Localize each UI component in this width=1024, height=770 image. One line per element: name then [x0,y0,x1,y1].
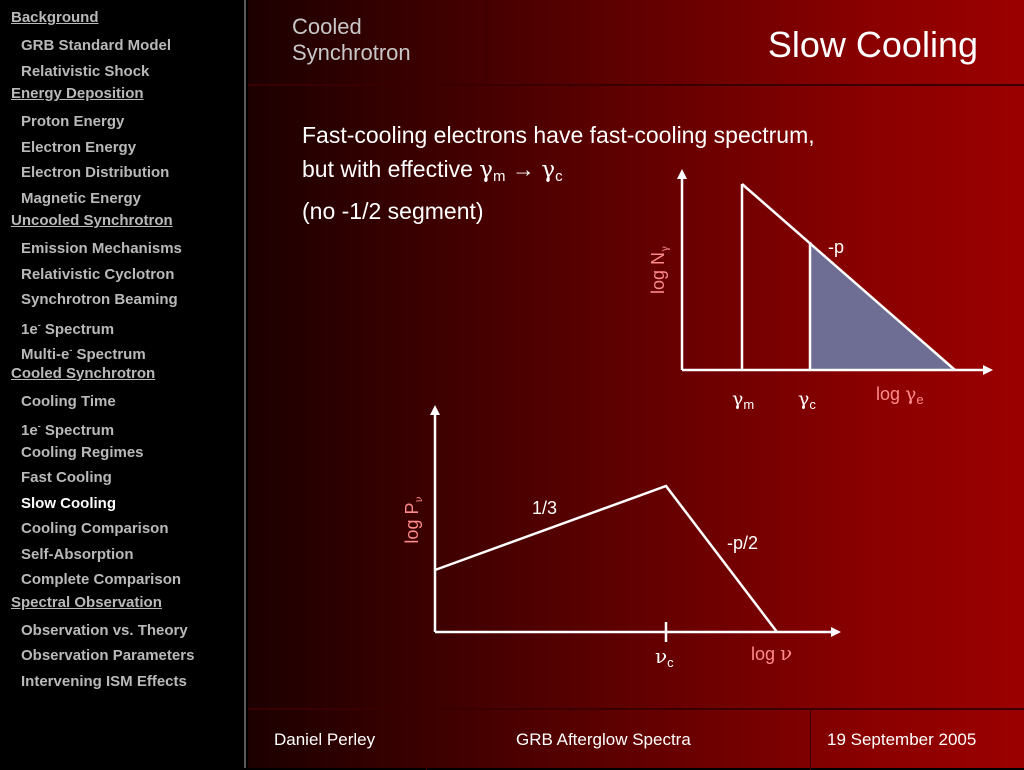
nav-item[interactable]: Multi-e- Spectrum [21,345,146,363]
nav-item[interactable]: 1e- Spectrum [21,319,115,338]
footer-divider [426,710,427,770]
body-text: Fast-cooling electrons have fast-cooling… [302,118,962,228]
power-spectrum-diagram: 1/3 -p/2 log Pν νc log ν [402,405,841,670]
nav-item[interactable]: Relativistic Cyclotron [21,265,175,283]
nav-item[interactable]: Complete Comparison [21,571,182,588]
nav-item[interactable]: Magnetic Energy [21,189,142,207]
nu-c-tick-label: νc [655,644,674,670]
x-axis-label: log ν [751,641,792,665]
nav-section-background: Background GRB Standard Model Relativist… [0,8,244,84]
nav-item[interactable]: 1e- Spectrum [21,421,115,439]
nav-item[interactable]: Cooling Regimes [21,443,144,461]
electron-distribution-diagram: -p log Nγ γm γc log γe [648,169,993,412]
nav-section-title[interactable]: Background [11,9,99,26]
nav-section-cooled-synchrotron: Cooled Synchrotron Cooling Time 1e- Spec… [0,364,244,593]
nav-item[interactable]: Self-Absorption [21,545,134,563]
nav-item[interactable]: GRB Standard Model [21,37,172,54]
header-divider [486,0,487,84]
body-line-2-prefix: but with effective [302,156,480,182]
nav-item[interactable]: Relativistic Shock [21,62,150,80]
slope-line [741,183,956,371]
gamma-symbol: γ [541,157,556,183]
body-line-3: (no -1/2 segment) [302,198,484,224]
nav-section-energy-deposition: Energy Deposition Proton Energy Electron… [0,84,244,211]
gamma-c-tick-label: γc [798,388,816,412]
nav-item[interactable]: Proton Energy [21,113,125,130]
subscript-c: c [555,168,563,185]
nav-item[interactable]: Emission Mechanisms [21,240,182,257]
slope-1-label: 1/3 [532,498,557,518]
nav-item[interactable]: Electron Distribution [21,164,170,181]
nav-item[interactable]: Electron Energy [21,138,137,156]
footer-talk-title: GRB Afterglow Spectra [516,730,691,749]
nav-section-uncooled-synchrotron: Uncooled Synchrotron Emission Mechanisms… [0,211,244,364]
slope-label: -p [828,237,844,257]
spectrum-line [434,484,778,633]
sidebar-nav: Background GRB Standard Model Relativist… [0,0,246,768]
subscript-m: m [493,168,506,185]
nav-item[interactable]: Fast Cooling [21,469,112,486]
slope-2-label: -p/2 [727,533,758,553]
nav-section-spectral-observation: Spectral Observation Observation vs. The… [0,593,244,695]
y-axis-label: log Pν [402,496,425,543]
section-label: Cooled Synchrotron [292,14,411,65]
y-axis-label: log Nγ [648,246,671,294]
nav-item[interactable]: Cooling Comparison [21,520,169,537]
spectrum-diagrams: -p log Nγ γm γc log γe 1/3 -p/2 log Pν ν… [402,169,993,670]
nav-section-title[interactable]: Energy Deposition [11,85,144,102]
gamma-symbol: γ [479,157,494,183]
x-axis-label: log γe [876,383,924,407]
body-line-2: but with effective γm → γc [302,152,962,194]
footer-date: 19 September 2005 [827,730,977,749]
slide-content: Cooled Synchrotron Slow Cooling Fast-coo… [248,0,1024,770]
nav-section-title[interactable]: Spectral Observation [11,593,162,611]
nav-item[interactable]: Observation Parameters [21,647,195,664]
gamma-m-tick-label: γm [732,388,754,412]
nav-item[interactable]: Cooling Time [21,392,116,410]
footer-divider [810,710,811,770]
footer-author: Daniel Perley [274,730,376,749]
slide-header: Cooled Synchrotron Slow Cooling [248,0,1024,86]
page-title: Slow Cooling [767,24,978,65]
nav-section-title[interactable]: Cooled Synchrotron [11,364,156,382]
slide-footer: Daniel Perley GRB Afterglow Spectra 19 S… [248,708,1024,770]
nav-section-title[interactable]: Uncooled Synchrotron [11,212,173,229]
body-line-1: Fast-cooling electrons have fast-cooling… [302,122,815,148]
nav-item[interactable]: Intervening ISM Effects [21,672,187,690]
arrow-symbol: → [505,156,542,182]
nav-item[interactable]: Synchrotron Beaming [21,291,178,308]
nav-item[interactable]: Observation vs. Theory [21,621,188,639]
nav-item-active[interactable]: Slow Cooling [21,494,116,512]
